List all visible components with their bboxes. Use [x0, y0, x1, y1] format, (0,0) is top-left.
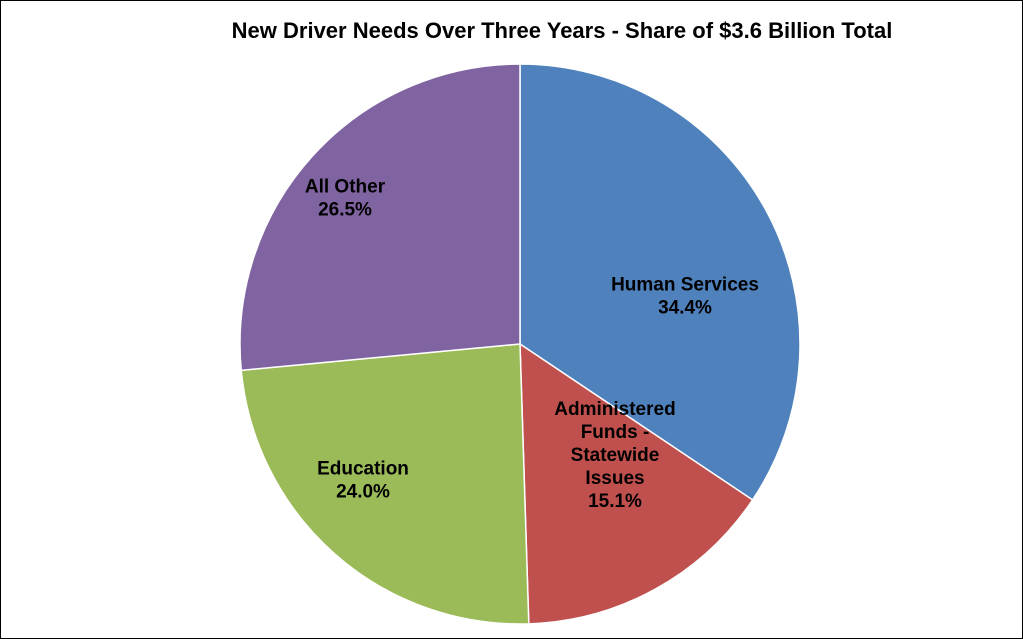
pie-label-all-other: All Other 26.5% [305, 177, 386, 221]
pie-label-education: Education 24.0% [317, 459, 409, 503]
chart-title: New Driver Needs Over Three Years - Shar… [231, 18, 893, 43]
pie-slice-administered-funds-statewide-issues [519, 342, 754, 625]
pie-slice-education [240, 343, 530, 625]
pie-label-administered-funds-statewide-issues: Administered Funds -Statewide Issues 15.1% [554, 399, 675, 512]
pie-label-human-services: Human Services 34.4% [611, 275, 759, 319]
pie-slice-human-services [519, 63, 801, 501]
pie-slice-all-other [239, 63, 521, 372]
